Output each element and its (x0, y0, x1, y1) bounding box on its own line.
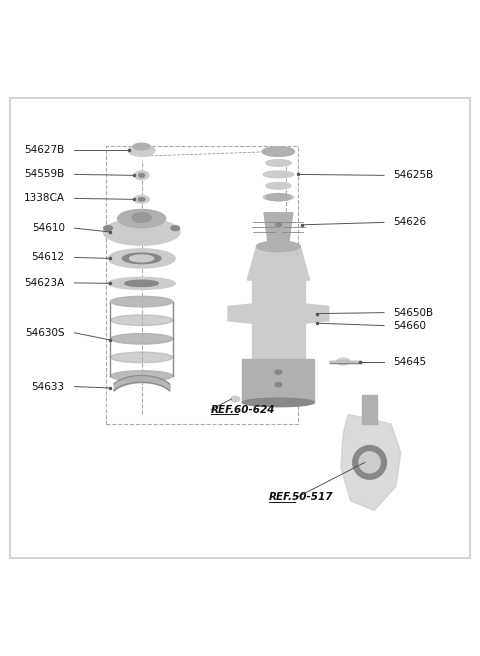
Text: 54625B: 54625B (394, 171, 434, 180)
Bar (106, 146, 298, 424)
Ellipse shape (263, 194, 294, 201)
Circle shape (359, 452, 380, 473)
Ellipse shape (231, 396, 240, 402)
Ellipse shape (132, 213, 151, 222)
Ellipse shape (110, 352, 173, 363)
Ellipse shape (263, 171, 294, 178)
Ellipse shape (138, 197, 145, 201)
Ellipse shape (139, 173, 144, 177)
Text: 54623A: 54623A (24, 278, 65, 288)
Ellipse shape (108, 249, 175, 268)
Text: 54630S: 54630S (25, 328, 65, 338)
Text: 54626: 54626 (394, 217, 427, 228)
Ellipse shape (130, 255, 154, 262)
Ellipse shape (262, 147, 295, 156)
Ellipse shape (275, 370, 282, 375)
Ellipse shape (263, 148, 294, 155)
Ellipse shape (133, 143, 150, 150)
Ellipse shape (110, 297, 173, 307)
Ellipse shape (110, 371, 173, 381)
Ellipse shape (122, 253, 161, 264)
Text: 54645: 54645 (394, 357, 427, 367)
Ellipse shape (276, 223, 281, 227)
Ellipse shape (103, 219, 180, 245)
Text: 54650B: 54650B (394, 308, 434, 318)
Text: 54610: 54610 (32, 223, 65, 233)
Ellipse shape (242, 398, 314, 407)
Ellipse shape (275, 382, 282, 387)
Text: REF.50-517: REF.50-517 (269, 492, 333, 502)
Polygon shape (341, 415, 401, 510)
Text: 54612: 54612 (32, 253, 65, 262)
Bar (362, 395, 377, 424)
Ellipse shape (134, 171, 149, 180)
Text: 54633: 54633 (32, 382, 65, 392)
Ellipse shape (128, 144, 155, 156)
Polygon shape (247, 247, 310, 280)
Polygon shape (228, 304, 252, 323)
Ellipse shape (104, 226, 112, 230)
Ellipse shape (110, 333, 173, 344)
Ellipse shape (108, 277, 175, 289)
Polygon shape (264, 213, 293, 241)
Ellipse shape (118, 209, 166, 228)
Text: REF.60-624: REF.60-624 (211, 405, 276, 415)
Ellipse shape (125, 280, 158, 287)
Text: 54559B: 54559B (24, 169, 65, 179)
Ellipse shape (134, 195, 149, 203)
Bar (276, 225, 281, 247)
Text: 54627B: 54627B (24, 146, 65, 155)
Ellipse shape (336, 358, 350, 365)
Ellipse shape (110, 315, 173, 325)
Polygon shape (305, 304, 329, 323)
Ellipse shape (171, 226, 180, 230)
Text: 54660: 54660 (394, 321, 427, 331)
Ellipse shape (266, 182, 291, 189)
Bar (242, 359, 314, 402)
Ellipse shape (266, 194, 291, 201)
Bar (252, 280, 305, 359)
Ellipse shape (256, 241, 300, 252)
Circle shape (353, 445, 386, 479)
Ellipse shape (266, 159, 291, 167)
Text: 1338CA: 1338CA (24, 194, 65, 203)
